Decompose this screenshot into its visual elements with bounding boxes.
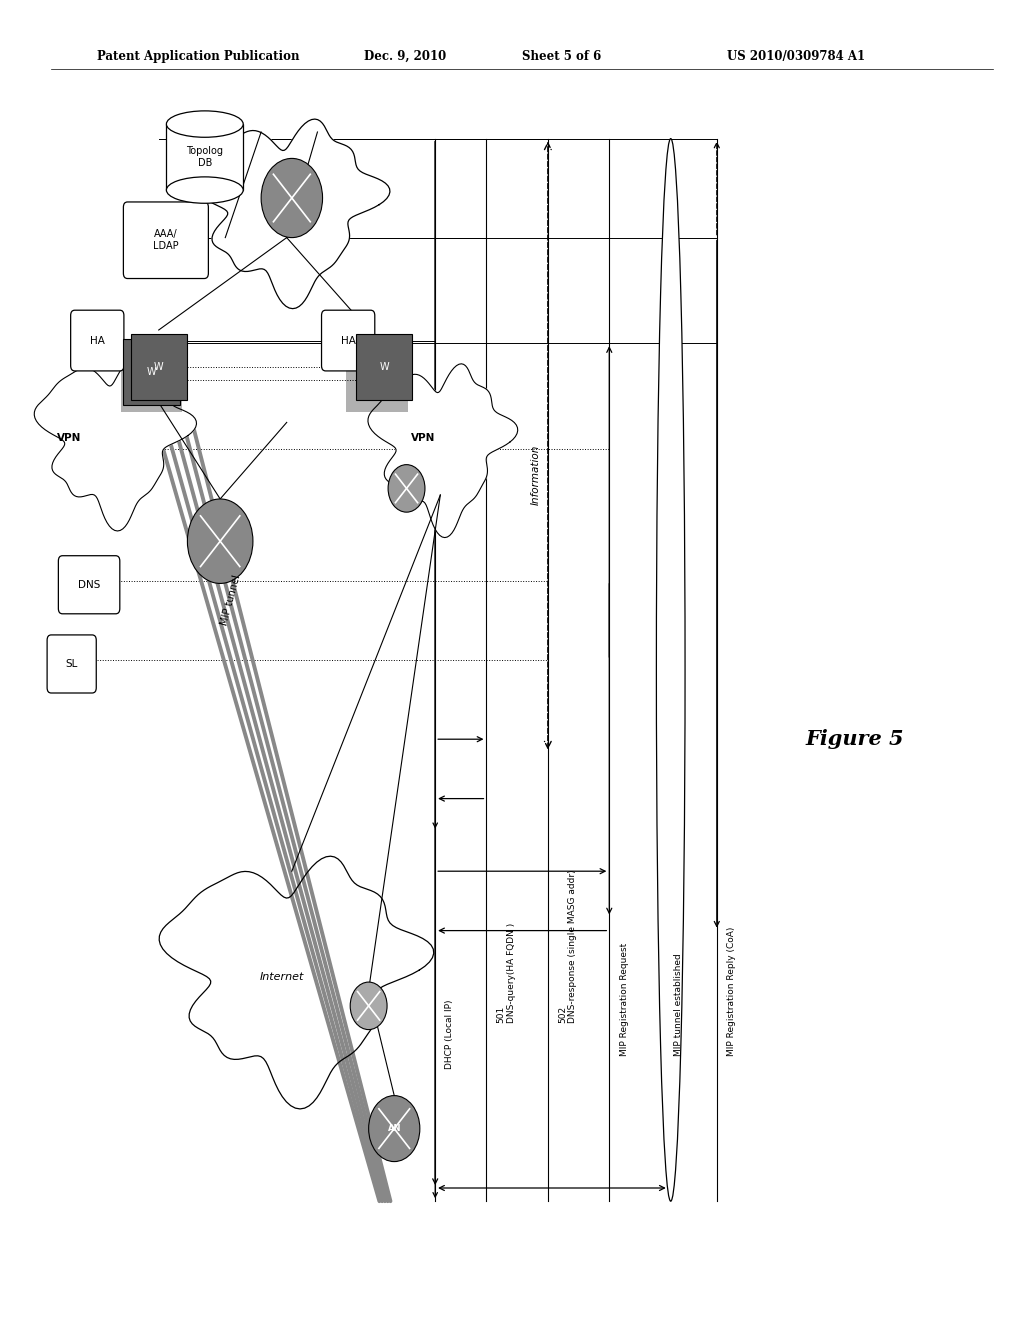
Text: HA: HA (341, 335, 355, 346)
Text: MIP tunnel: MIP tunnel (219, 574, 242, 627)
Text: AAA/
LDAP: AAA/ LDAP (153, 230, 179, 251)
Text: Internet: Internet (259, 972, 304, 982)
Text: Topolog
DB: Topolog DB (186, 147, 223, 168)
FancyBboxPatch shape (346, 339, 408, 412)
Polygon shape (190, 119, 390, 309)
Ellipse shape (166, 177, 244, 203)
FancyBboxPatch shape (131, 334, 186, 400)
Text: MIP tunnel established: MIP tunnel established (674, 953, 683, 1056)
Text: Sheet 5 of 6: Sheet 5 of 6 (522, 50, 601, 63)
Text: SL: SL (66, 659, 78, 669)
Circle shape (369, 1096, 420, 1162)
FancyBboxPatch shape (58, 556, 120, 614)
Ellipse shape (166, 111, 244, 137)
Text: HA: HA (90, 335, 104, 346)
Text: W: W (154, 362, 164, 372)
Text: MIP Registration Request: MIP Registration Request (620, 942, 629, 1056)
Text: MIP Registration Reply (CoA): MIP Registration Reply (CoA) (727, 927, 736, 1056)
Text: DNS: DNS (78, 579, 100, 590)
Text: VPN: VPN (411, 433, 435, 444)
Text: 501
DNS-query(HA FQDN ): 501 DNS-query(HA FQDN ) (497, 923, 516, 1023)
Text: VPN: VPN (57, 433, 82, 444)
Text: US 2010/0309784 A1: US 2010/0309784 A1 (727, 50, 865, 63)
FancyBboxPatch shape (322, 310, 375, 371)
Text: DHCP (Local IP): DHCP (Local IP) (445, 999, 455, 1069)
Text: Figure 5: Figure 5 (806, 729, 904, 750)
Circle shape (261, 158, 323, 238)
Polygon shape (159, 857, 434, 1109)
Polygon shape (34, 358, 197, 531)
Text: Patent Application Publication: Patent Application Publication (97, 50, 300, 63)
Polygon shape (368, 364, 518, 537)
FancyBboxPatch shape (123, 202, 209, 279)
FancyBboxPatch shape (47, 635, 96, 693)
FancyBboxPatch shape (71, 310, 124, 371)
Text: Dec. 9, 2010: Dec. 9, 2010 (364, 50, 445, 63)
FancyBboxPatch shape (356, 334, 412, 400)
Text: W: W (146, 367, 157, 378)
FancyBboxPatch shape (166, 124, 244, 190)
Circle shape (350, 982, 387, 1030)
Circle shape (388, 465, 425, 512)
Text: AN: AN (387, 1125, 401, 1133)
FancyBboxPatch shape (123, 339, 180, 405)
Text: Information: Information (530, 445, 541, 506)
FancyBboxPatch shape (121, 339, 182, 412)
Text: W: W (379, 362, 389, 372)
Text: 502
DNS-response (single MASG addr): 502 DNS-response (single MASG addr) (558, 870, 578, 1023)
Ellipse shape (656, 139, 685, 1201)
Circle shape (187, 499, 253, 583)
